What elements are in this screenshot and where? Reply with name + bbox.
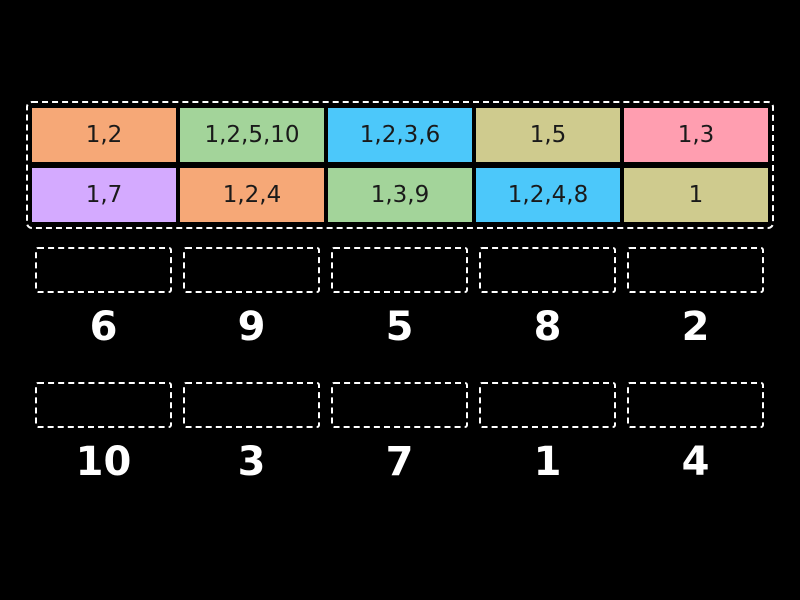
answer-tile[interactable]: 1,2: [32, 108, 176, 162]
target-number: 9: [237, 304, 266, 350]
drop-slot[interactable]: [331, 247, 468, 293]
answer-tile[interactable]: 1,2,5,10: [180, 108, 324, 162]
answer-tile[interactable]: 1,5: [476, 108, 620, 162]
drop-slot[interactable]: [183, 382, 320, 428]
answer-tile[interactable]: 1,7: [32, 168, 176, 222]
drop-slot[interactable]: [627, 382, 764, 428]
drop-slot[interactable]: [35, 382, 172, 428]
drop-slot[interactable]: [479, 247, 616, 293]
target-number: 4: [681, 439, 710, 485]
answer-tile[interactable]: 1,2,3,6: [328, 108, 472, 162]
tile-bank: [26, 101, 774, 229]
target-number: 6: [89, 304, 118, 350]
target-number: 1: [533, 439, 562, 485]
drop-slot[interactable]: [479, 382, 616, 428]
drop-slot[interactable]: [627, 247, 764, 293]
target-number: 3: [237, 439, 266, 485]
target-number: 5: [385, 304, 414, 350]
drop-slot[interactable]: [331, 382, 468, 428]
answer-tile[interactable]: 1,2,4,8: [476, 168, 620, 222]
answer-tile[interactable]: 1: [624, 168, 768, 222]
target-number: 10: [75, 439, 132, 485]
target-number: 7: [385, 439, 414, 485]
answer-tile[interactable]: 1,3,9: [328, 168, 472, 222]
answer-tile[interactable]: 1,2,4: [180, 168, 324, 222]
target-number: 8: [533, 304, 562, 350]
target-number: 2: [681, 304, 710, 350]
answer-tile[interactable]: 1,3: [624, 108, 768, 162]
drop-slot[interactable]: [183, 247, 320, 293]
drop-slot[interactable]: [35, 247, 172, 293]
